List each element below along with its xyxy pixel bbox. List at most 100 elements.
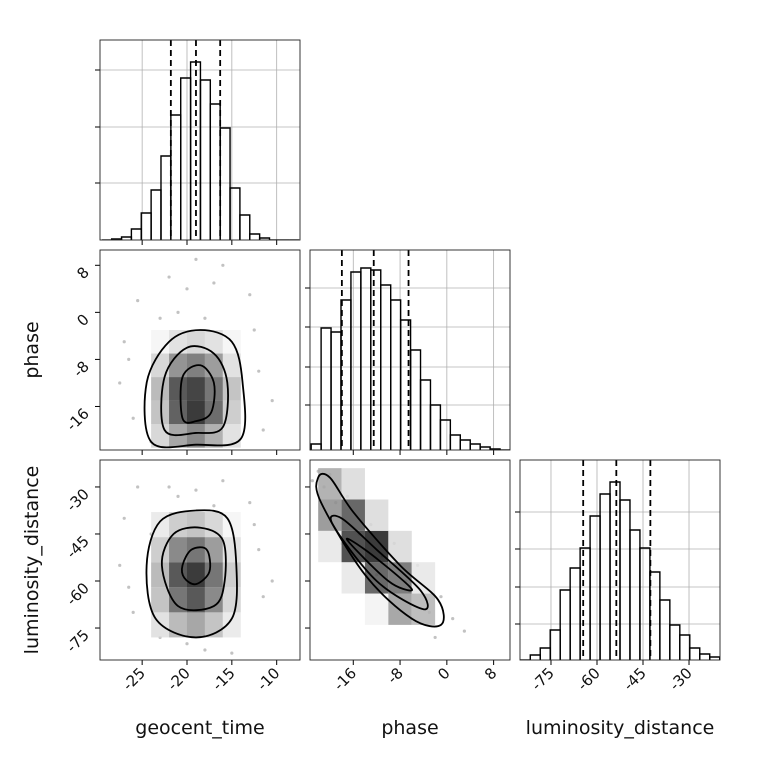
hist-step — [459, 439, 471, 450]
x-tick-label: -16 — [330, 664, 360, 694]
x-tick-label: -60 — [574, 664, 604, 694]
density-cell — [151, 330, 170, 354]
hist-step — [489, 448, 501, 450]
panel: -16 -8 0 8 phase — [305, 459, 511, 739]
density-cell — [186, 612, 205, 638]
contour — [179, 364, 216, 424]
sample-point — [248, 293, 252, 297]
sample-point — [212, 281, 216, 285]
hist-step — [679, 634, 691, 660]
density-cell — [169, 562, 187, 588]
y-tick-label: -45 — [63, 532, 93, 562]
sample-point — [230, 651, 234, 655]
hist-step — [180, 77, 192, 240]
hist-step — [589, 515, 601, 660]
sample-point — [212, 504, 216, 508]
panel — [95, 39, 301, 245]
hist-step — [419, 379, 432, 450]
density-cell — [388, 530, 412, 563]
hist-step — [699, 653, 711, 660]
density-cell — [186, 587, 205, 613]
hist-step — [320, 327, 332, 450]
density-cell — [342, 594, 365, 625]
x-axis-label: luminosity_distance — [526, 717, 715, 739]
hist-step — [199, 79, 212, 240]
density-cell — [365, 468, 388, 499]
sample-point — [261, 595, 265, 599]
sample-point — [462, 629, 466, 633]
panel-frame — [99, 459, 301, 661]
contour — [329, 514, 429, 611]
hist-step — [529, 654, 541, 660]
hist-step — [140, 212, 152, 240]
sample-point — [451, 617, 455, 621]
y-tick-label: -16 — [63, 405, 93, 435]
hist-step — [310, 443, 322, 450]
hist-step — [599, 493, 611, 660]
hist-step — [639, 547, 651, 660]
density-cell — [222, 353, 241, 378]
hist-step — [439, 419, 452, 450]
density-cell — [318, 594, 341, 625]
density-cell — [204, 512, 223, 538]
hist-step — [479, 446, 491, 450]
contour — [160, 526, 227, 612]
sample-point — [118, 563, 122, 567]
hist-step — [429, 404, 442, 450]
hist-step — [649, 571, 661, 660]
y-tick-label: -30 — [63, 485, 93, 515]
hist-step — [669, 624, 681, 660]
density-cell — [204, 353, 223, 378]
sample-point — [127, 585, 131, 589]
density-cell — [411, 562, 436, 594]
plot-area — [310, 250, 510, 450]
density-cell — [186, 377, 205, 401]
hist-step — [360, 267, 372, 450]
density-cell — [222, 377, 241, 401]
density-cell — [318, 468, 342, 500]
panel: -75 -60 -45 -30 luminosity_distance — [515, 459, 721, 739]
density-cell — [412, 531, 435, 562]
y-axis-label: luminosity_distance — [21, 466, 43, 655]
panel: -25 -20 -15 -10 -30 -45 -60 -75 geocent_time lumi… — [21, 459, 301, 739]
panel-frame — [309, 249, 511, 451]
density-cell — [169, 512, 187, 538]
x-tick-label: -25 — [119, 664, 149, 694]
plot-area — [520, 460, 720, 660]
hist-step — [219, 127, 231, 240]
hist-step — [130, 228, 142, 240]
sample-point — [270, 398, 274, 403]
density-cell — [412, 499, 435, 530]
density-cell — [186, 512, 205, 538]
sample-point — [261, 428, 265, 432]
sample-point — [252, 522, 256, 527]
density-cell — [412, 468, 435, 499]
sample-point — [131, 416, 135, 420]
sample-point — [203, 648, 207, 652]
density-cell — [364, 499, 389, 531]
density-cell — [186, 330, 205, 354]
density-cell — [169, 377, 187, 401]
density-cell — [341, 562, 365, 594]
hist-step — [619, 499, 631, 660]
sample-point — [185, 642, 189, 646]
density-cell — [318, 562, 341, 593]
density-cell — [151, 400, 170, 425]
density-cell — [186, 424, 205, 448]
hist-step — [629, 529, 641, 660]
density-cell — [186, 400, 205, 425]
sample-point — [248, 501, 252, 505]
hist-step — [160, 155, 172, 240]
panel: 8 0 -8 -16 phase — [21, 249, 301, 455]
density-cell — [151, 537, 170, 563]
plot-area — [118, 257, 274, 449]
sample-point — [136, 485, 140, 489]
contour — [143, 329, 247, 449]
density-cell — [169, 330, 187, 354]
sample-point — [433, 635, 437, 640]
hist-step — [659, 599, 671, 660]
hist-step — [539, 647, 551, 660]
panel-frame — [99, 249, 301, 451]
x-tick-label: 0 — [434, 664, 453, 683]
